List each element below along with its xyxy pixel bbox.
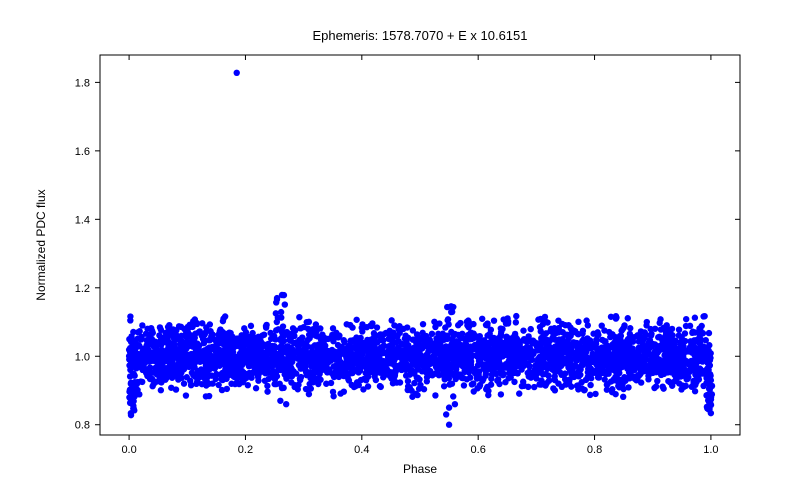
chart-container: 0.0 0.2 0.4 0.6 0.8 1.0 0.8 1.0 1.2 1.4 1.6 1.8 Phas…: [0, 0, 800, 500]
x-axis-label: Phase: [403, 462, 437, 476]
y-tick-label: 1.4: [75, 214, 90, 226]
y-axis-label: Normalized PDC flux: [34, 189, 48, 300]
x-tick-label: 0.8: [587, 444, 602, 456]
chart-title: Ephemeris: 1578.7070 + E x 10.6151: [312, 28, 527, 43]
y-tick-label: 1.2: [75, 283, 90, 295]
scatter-points: [126, 70, 715, 428]
x-tick-label: 0.0: [121, 444, 136, 456]
y-tick-label: 0.8: [75, 420, 90, 432]
x-tick-label: 0.4: [354, 444, 369, 456]
phase-flux-scatter: 0.0 0.2 0.4 0.6 0.8 1.0 0.8 1.0 1.2 1.4 1.6 1.8 Phas…: [0, 0, 800, 500]
x-tick-label: 1.0: [703, 444, 718, 456]
x-tick-label: 0.2: [238, 444, 253, 456]
y-tick-label: 1.8: [75, 77, 90, 89]
y-tick-label: 1.6: [75, 146, 90, 158]
x-tick-label: 0.6: [471, 444, 486, 456]
y-tick-label: 1.0: [75, 351, 90, 363]
